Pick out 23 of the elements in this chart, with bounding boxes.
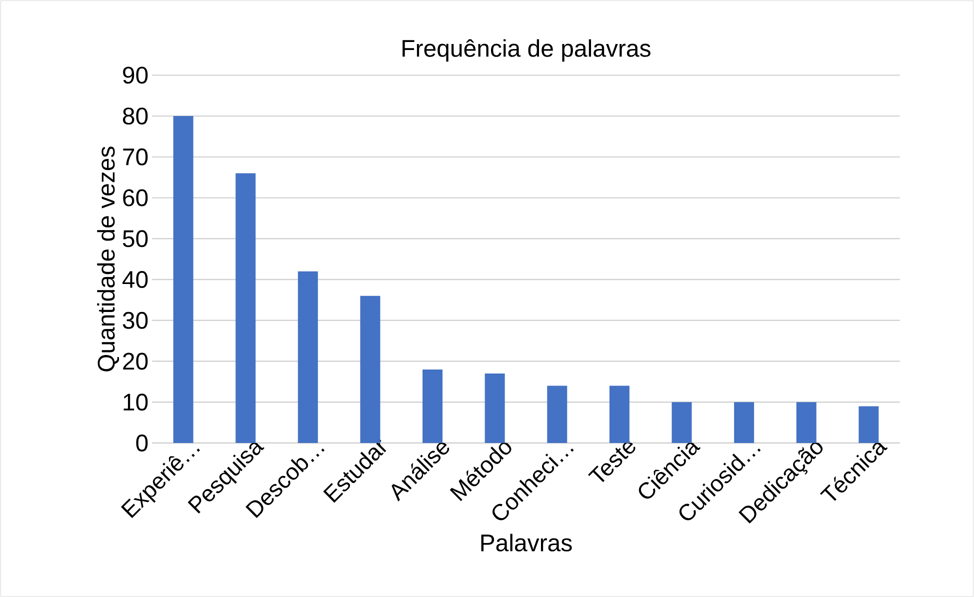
bar	[547, 386, 568, 443]
y-tick-label: 90	[123, 66, 148, 84]
x-axis-title: Palavras	[481, 534, 572, 552]
y-tick-label: 60	[123, 189, 148, 206]
bar	[858, 406, 879, 443]
bar	[734, 402, 754, 443]
bar	[298, 271, 318, 443]
y-tick-label: 30	[122, 312, 148, 329]
bar	[672, 402, 692, 443]
y-axis-title: Quantidade de vezes	[97, 146, 120, 372]
bar	[484, 373, 505, 443]
bar	[236, 173, 256, 443]
bar	[173, 116, 194, 443]
y-tick-label: 80	[122, 107, 148, 124]
y-tick-label: 20	[123, 352, 148, 370]
y-tick-label: 70	[123, 148, 148, 166]
chart-title: Frequência de palavras	[402, 39, 650, 62]
y-tick-label: 50	[122, 230, 148, 248]
y-tick-label: 40	[122, 270, 148, 288]
bar	[609, 386, 630, 443]
y-tick-label: 10	[124, 394, 148, 411]
bar	[796, 402, 816, 443]
bar	[422, 369, 443, 443]
